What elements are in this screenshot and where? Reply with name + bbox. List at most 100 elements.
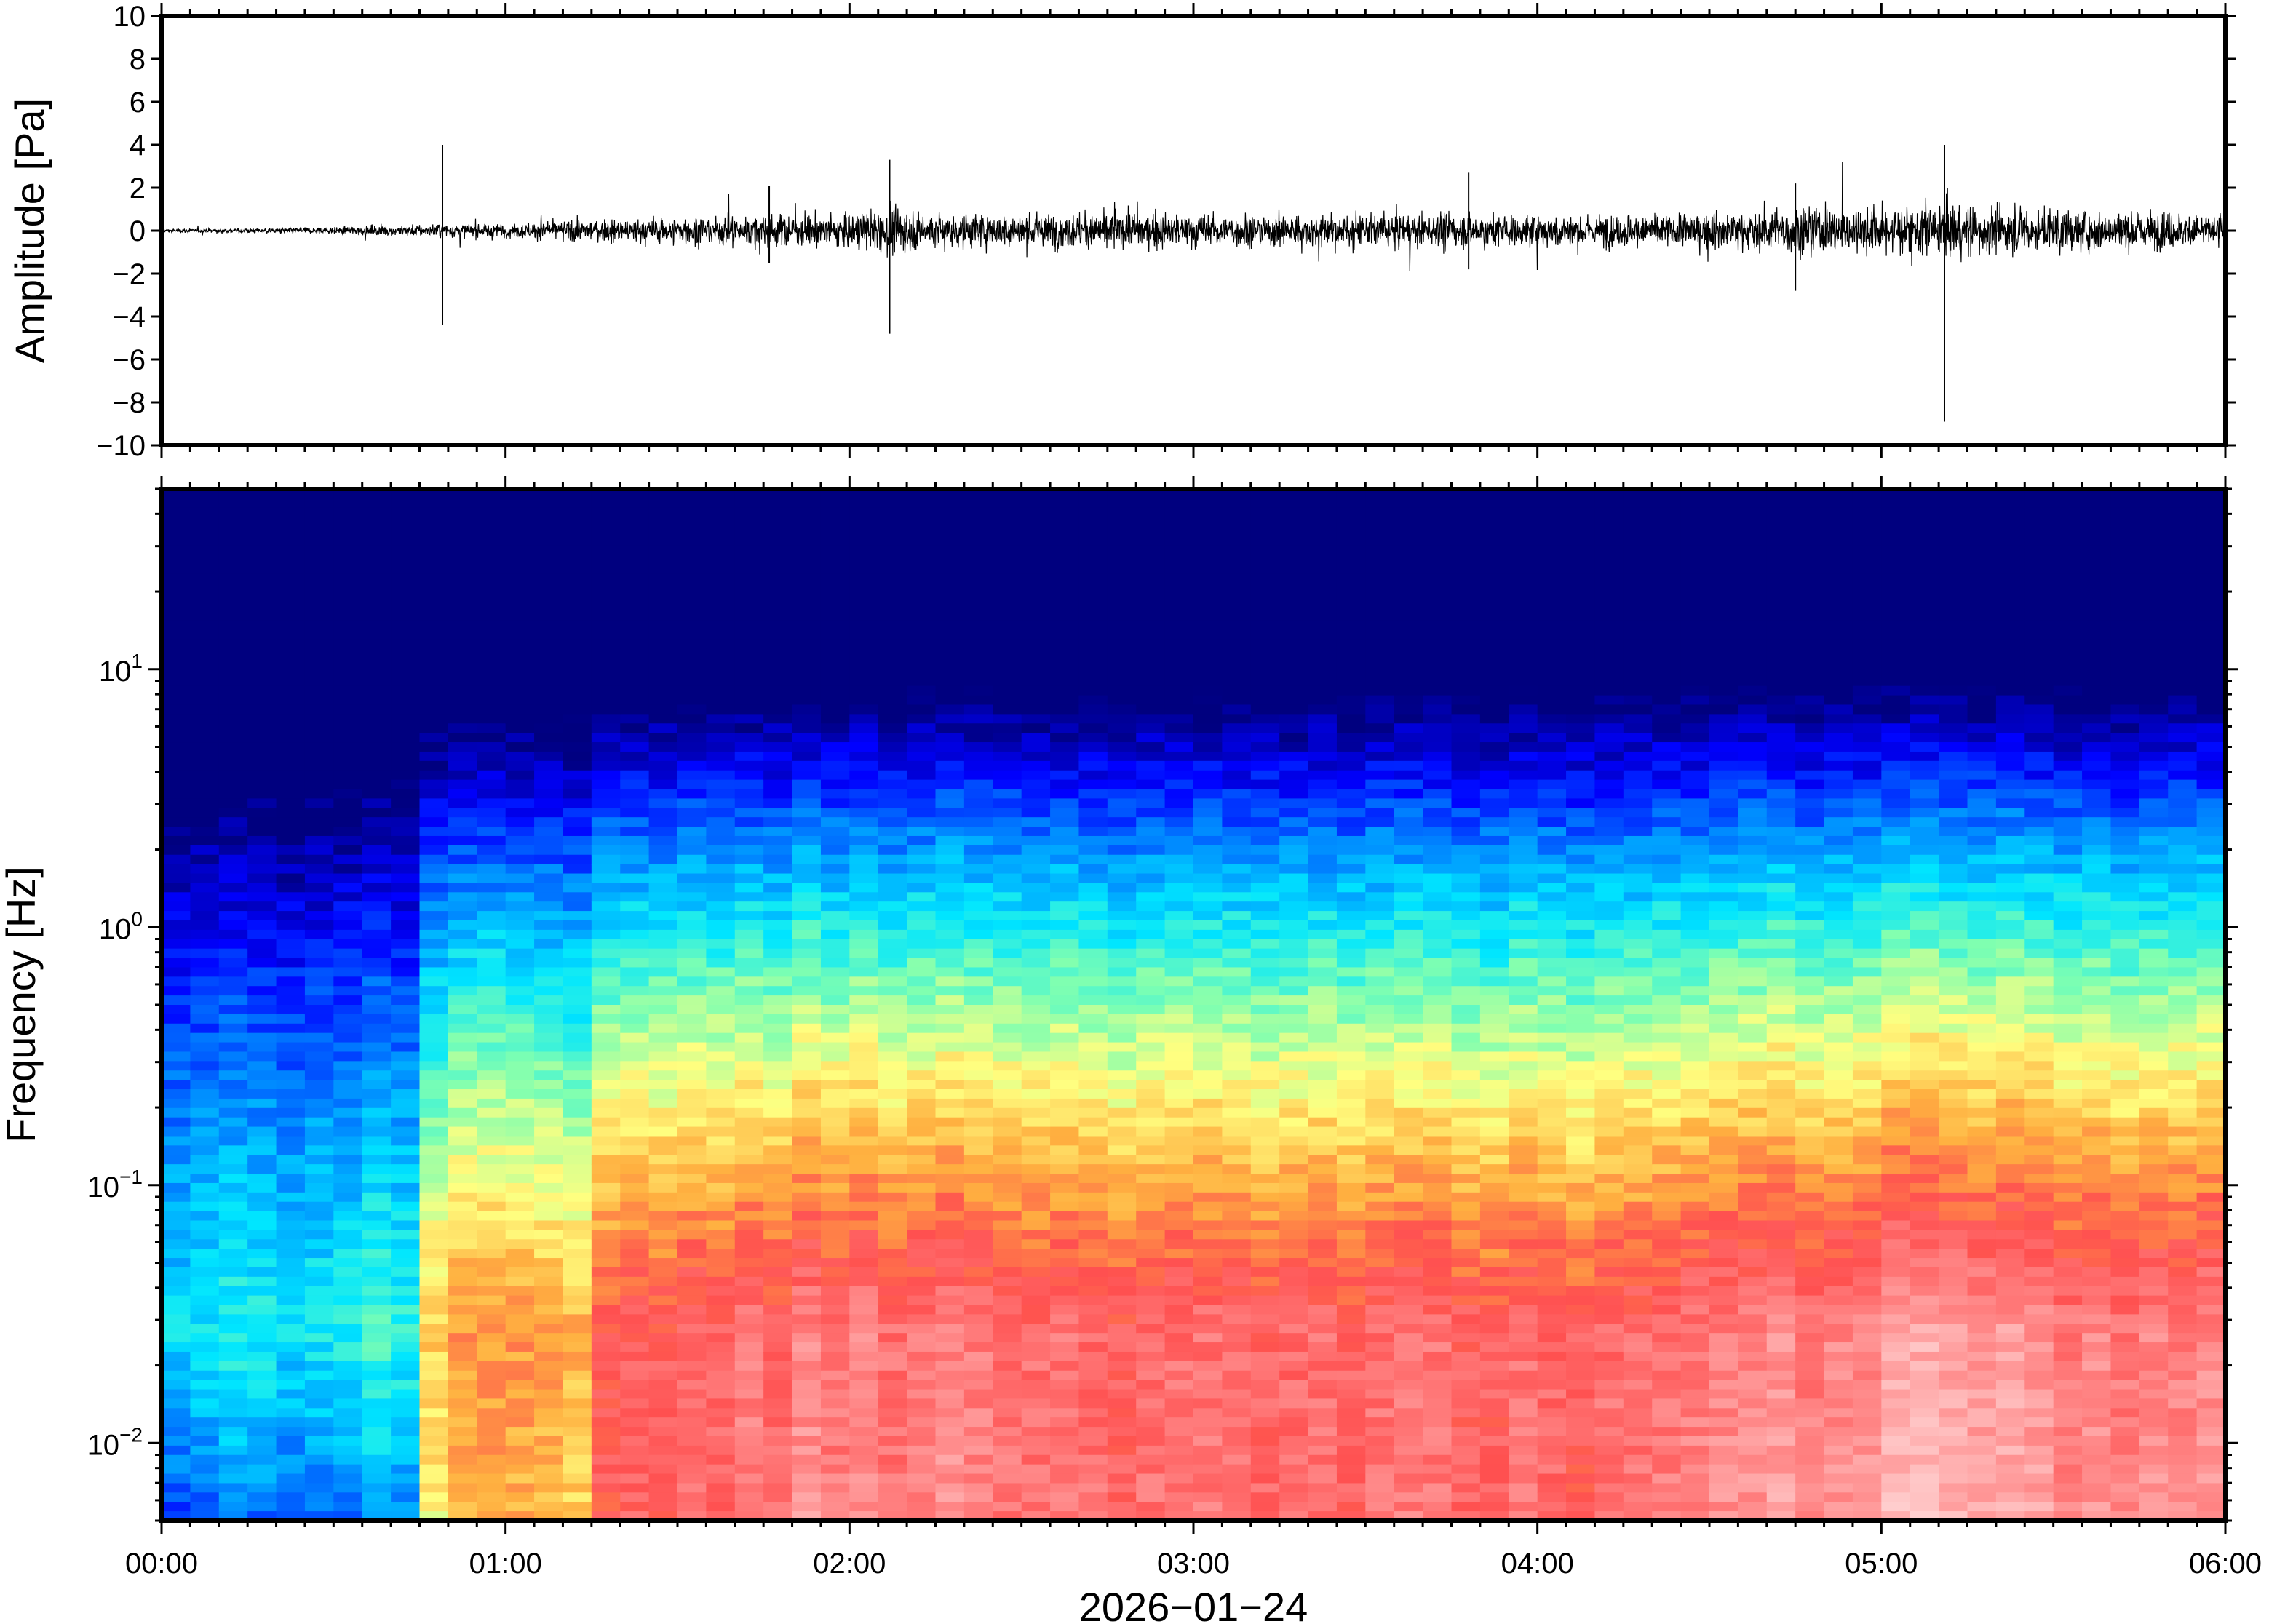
spectrogram-cell — [1336, 620, 1367, 631]
spectrogram-cell — [1279, 1276, 1309, 1287]
spectrogram-cell — [763, 1342, 793, 1353]
spectrogram-cell — [993, 789, 1022, 800]
spectrogram-cell — [333, 1502, 363, 1512]
spectrogram-cell — [935, 1258, 965, 1268]
spectrogram-cell — [190, 845, 220, 856]
spectrogram-cell — [1308, 610, 1338, 621]
spectrogram-cell — [1078, 1032, 1108, 1043]
spectrogram-cell — [1250, 1107, 1280, 1118]
spectrogram-cell — [1050, 789, 1080, 800]
spectrogram-cell — [849, 1014, 879, 1024]
spectrogram-cell — [734, 939, 764, 950]
spectrogram-cell — [1193, 1351, 1223, 1362]
spectrogram-cell — [677, 582, 707, 593]
spectrogram-cell — [1193, 1427, 1223, 1437]
spectrogram-cell — [419, 1239, 449, 1249]
spectrogram-cell — [333, 545, 363, 556]
spectrogram-cell — [162, 1098, 191, 1109]
spectrogram-cell — [362, 808, 392, 818]
spectrogram-cell — [391, 1192, 421, 1203]
spectrogram-cell — [1222, 1305, 1252, 1315]
spectrogram-cell — [563, 554, 592, 565]
spectrogram-cell — [362, 883, 392, 893]
spectrogram-cell — [563, 808, 592, 818]
spectrogram-cell — [304, 620, 335, 631]
spectrogram-cell — [276, 958, 306, 968]
spectrogram-cell — [563, 733, 592, 743]
spectrogram-cell — [1308, 1192, 1338, 1203]
spectrogram-cell — [419, 1117, 449, 1128]
spectrogram-cell — [1222, 714, 1252, 725]
spectrogram-cell — [763, 1211, 793, 1222]
spectrogram-cell — [1136, 883, 1166, 893]
spectrogram-cell — [907, 1286, 937, 1297]
spectrogram-cell — [677, 929, 707, 940]
spectrogram-cell — [534, 1032, 564, 1043]
spectrogram-cell — [448, 507, 478, 518]
spectrogram-cell — [1021, 789, 1051, 800]
spectrogram-cell — [792, 573, 822, 584]
spectrogram-cell — [247, 1473, 277, 1484]
spectrogram-cell — [1222, 1126, 1252, 1137]
spectrogram-cell — [333, 1023, 363, 1034]
spectrogram-cell — [648, 1408, 678, 1418]
spectrogram-cell — [763, 901, 793, 912]
spectrogram-cell — [1308, 1398, 1338, 1409]
spectrogram-cell — [1193, 808, 1223, 818]
spectrogram-cell — [993, 1464, 1022, 1475]
spectrogram-cell — [620, 929, 650, 940]
spectrogram-cell — [792, 1005, 822, 1015]
spectrogram-cell — [247, 582, 277, 593]
spectrogram-cell — [1365, 1182, 1395, 1193]
spectrogram-cell — [706, 1061, 736, 1072]
spectrogram-cell — [849, 1389, 879, 1400]
spectrogram-cell — [648, 789, 678, 800]
spectrogram-cell — [935, 1370, 965, 1381]
spectrogram-cell — [792, 685, 822, 696]
spectrogram-cell — [706, 976, 736, 987]
spectrogram-cell — [677, 1023, 707, 1034]
spectrogram-cell — [763, 658, 793, 668]
spectrogram-cell — [878, 1267, 907, 1278]
spectrogram-cell — [1365, 1483, 1395, 1494]
spectrogram-cell — [505, 1295, 535, 1306]
spectrogram-cell — [1222, 573, 1252, 584]
spectrogram-cell — [362, 554, 392, 565]
spectrogram-cell — [963, 1061, 994, 1072]
spectrogram-cell — [1279, 835, 1309, 846]
spectrogram-cell — [1107, 1333, 1137, 1343]
spectrogram-cell — [534, 779, 564, 790]
spectrogram-cell — [677, 498, 707, 509]
spectrogram-cell — [218, 1267, 248, 1278]
spectrogram-cell — [734, 1145, 764, 1156]
spectrogram-cell — [763, 1014, 793, 1024]
spectrogram-cell — [419, 854, 449, 865]
spectrogram-cell — [763, 545, 793, 556]
spectrogram-cell — [304, 1389, 335, 1400]
spectrogram-cell — [648, 526, 678, 537]
spectrogram-cell — [1050, 507, 1080, 518]
spectrogram-cell — [534, 536, 564, 546]
spectrogram-cell — [706, 629, 736, 640]
spectrogram-cell — [1308, 817, 1338, 827]
spectrogram-cell — [849, 695, 879, 706]
spectrogram-cell — [1308, 929, 1338, 940]
spectrogram-cell — [304, 714, 335, 725]
spectrogram-cell — [534, 827, 564, 837]
spectrogram-cell — [419, 1258, 449, 1268]
spectrogram-cell — [935, 610, 965, 621]
spectrogram-cell — [1250, 1192, 1280, 1203]
spectrogram-cell — [706, 1417, 736, 1428]
spectrogram-cell — [333, 714, 363, 725]
spectrogram-cell — [1308, 733, 1338, 743]
spectrogram-cell — [648, 1107, 678, 1118]
spectrogram-cell — [1336, 760, 1367, 771]
spectrogram-cell — [563, 1276, 592, 1287]
spectrogram-cell — [505, 817, 535, 827]
spectrogram-cell — [763, 1136, 793, 1147]
spectrogram-cell — [1136, 845, 1166, 856]
spectrogram-cell — [1050, 1155, 1080, 1165]
spectrogram-cell — [505, 1276, 535, 1287]
spectrogram-cell — [1336, 1211, 1367, 1222]
spectrogram-cell — [1250, 1080, 1280, 1090]
